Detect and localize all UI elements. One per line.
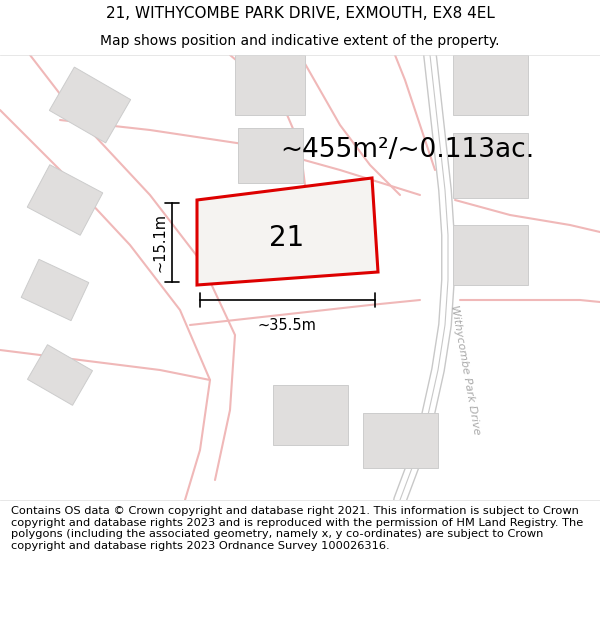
Polygon shape (272, 385, 347, 445)
Polygon shape (225, 215, 345, 260)
Polygon shape (28, 344, 92, 406)
Text: ~35.5m: ~35.5m (257, 318, 316, 333)
Polygon shape (238, 127, 302, 182)
Text: Withycombe Park Drive: Withycombe Park Drive (449, 304, 481, 436)
Text: Map shows position and indicative extent of the property.: Map shows position and indicative extent… (100, 34, 500, 48)
Polygon shape (452, 225, 527, 285)
Polygon shape (27, 165, 103, 235)
Polygon shape (21, 259, 89, 321)
Text: 21, WITHYCOMBE PARK DRIVE, EXMOUTH, EX8 4EL: 21, WITHYCOMBE PARK DRIVE, EXMOUTH, EX8 … (106, 6, 494, 21)
Polygon shape (362, 412, 437, 468)
Text: 21: 21 (269, 224, 305, 252)
Text: ~455m²/~0.113ac.: ~455m²/~0.113ac. (280, 137, 534, 163)
Polygon shape (452, 132, 527, 198)
Text: Contains OS data © Crown copyright and database right 2021. This information is : Contains OS data © Crown copyright and d… (11, 506, 583, 551)
Text: ~15.1m: ~15.1m (152, 214, 167, 272)
Polygon shape (235, 55, 305, 115)
Polygon shape (49, 67, 131, 143)
Polygon shape (197, 178, 378, 285)
Polygon shape (452, 55, 527, 115)
